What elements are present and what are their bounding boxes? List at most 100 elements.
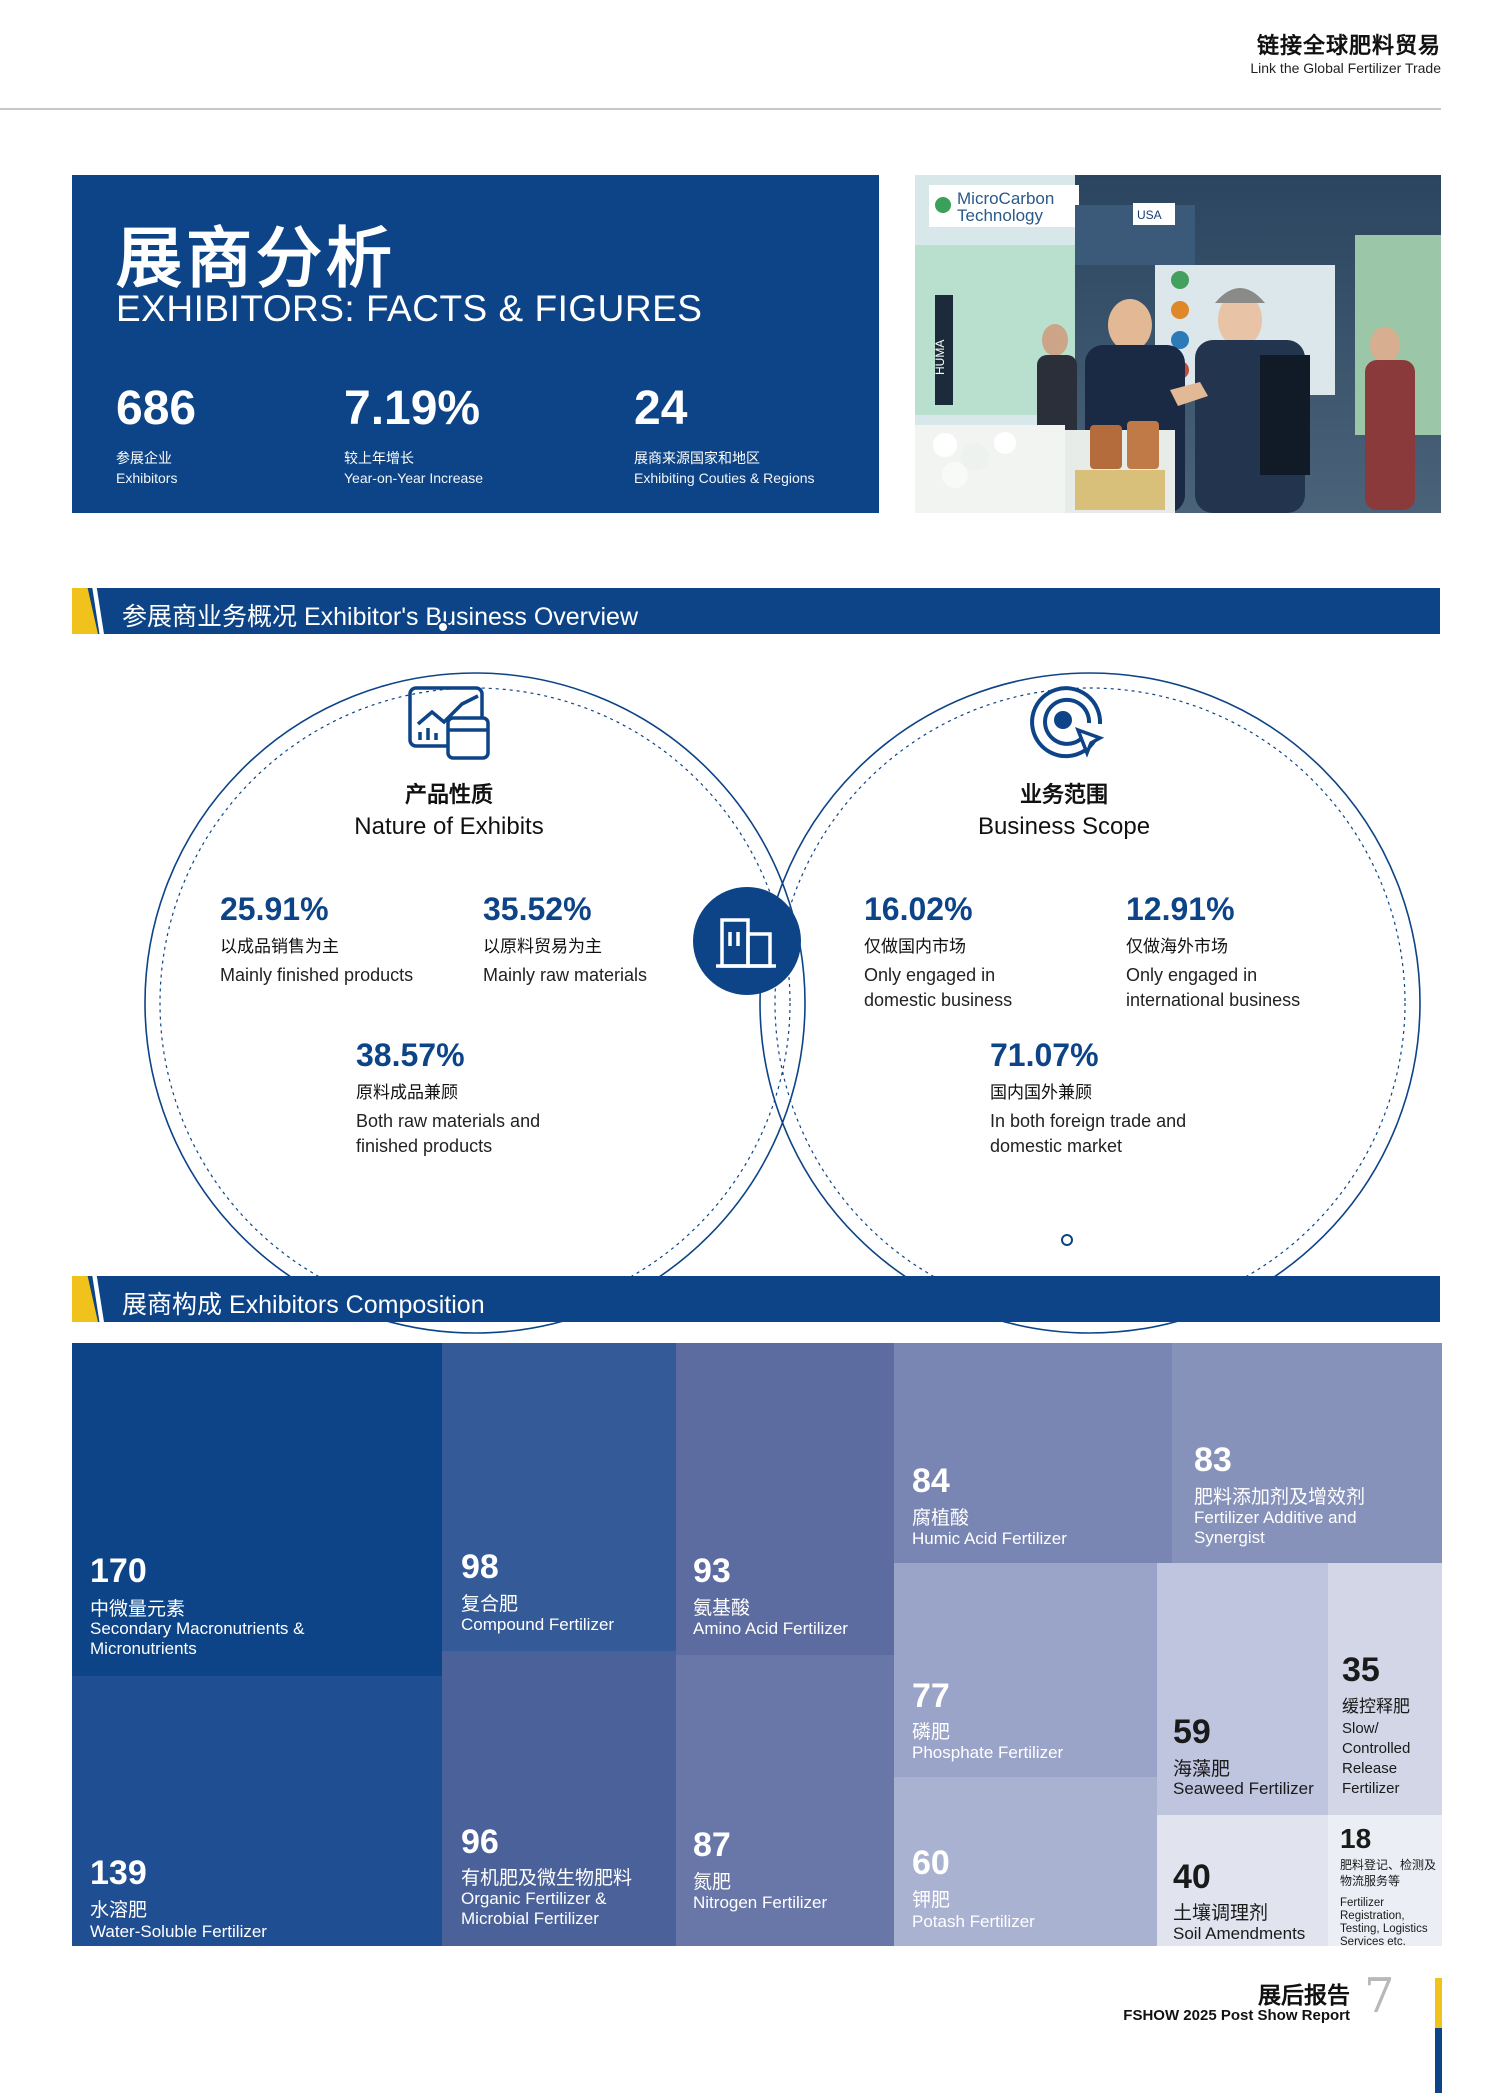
- left-title-cn: 产品性质: [404, 782, 493, 807]
- cell-label-cn: 钾肥: [912, 1890, 951, 1911]
- cell-value: 93: [693, 1552, 731, 1590]
- cell-value: 60: [912, 1844, 950, 1882]
- cell-label-en: Phosphate Fertilizer: [912, 1743, 1064, 1762]
- hero-stat-value: 7.19%: [344, 382, 481, 435]
- photo-sign-line2: Technology: [957, 206, 1044, 225]
- right-outer-ring: [759, 672, 1421, 1334]
- cell-value: 35: [1342, 1651, 1380, 1689]
- cell-label-cn: 腐植酸: [912, 1508, 970, 1529]
- treemap-cell-water-soluble: 139 水溶肥 Water-Soluble Fertilizer: [72, 1676, 442, 1946]
- header-title-en: Link the Global Fertilizer Trade: [1250, 60, 1441, 76]
- section-title: 展商构成 Exhibitors Composition: [122, 1291, 485, 1319]
- stat-en: Mainly raw materials: [483, 965, 648, 985]
- stat-cn: 国内国外兼顾: [990, 1083, 1092, 1102]
- stat-pct: 12.91%: [1126, 891, 1235, 927]
- right-title-en: Business Scope: [977, 813, 1151, 840]
- cell-label-cn: 磷肥: [912, 1722, 951, 1743]
- photo-flag-tag: USA: [1137, 208, 1162, 222]
- right-title-cn: 业务范围: [1019, 782, 1108, 807]
- photo-illustration: MicroCarbon Technology HUMA USA: [915, 175, 1441, 513]
- footer-title-cn: 展后报告: [1258, 1982, 1350, 2008]
- hero-stat-label-cn: 参展企业: [116, 450, 172, 466]
- cell-label-en: Secondary Macronutrients & Micronutrient…: [90, 1619, 305, 1658]
- cell-label-cn: 氨基酸: [693, 1598, 751, 1619]
- hero-stat-label-en: Exhibiting Couties & Regions: [634, 470, 815, 486]
- treemap-cell-phosphate: 77 磷肥 Phosphate Fertilizer: [894, 1563, 1157, 1777]
- hero-stat-label-cn: 较上年增长: [344, 450, 414, 466]
- cell-label-cn: 肥料登记、检测及物流服务等: [1340, 1858, 1437, 1888]
- stat-raw-materials: 35.52% 以原料贸易为主 Mainly raw materials: [483, 893, 713, 988]
- stat-pct: 25.91%: [220, 891, 329, 927]
- cell-label-en: Fertilizer Additive and Synergist: [1194, 1508, 1357, 1547]
- chart-icon: [408, 686, 490, 760]
- cell-label-en: Soil Amendments: [1173, 1924, 1306, 1943]
- treemap-cell-secondary-macronutrients: 170 中微量元素 Secondary Macronutrients & Mic…: [72, 1343, 442, 1676]
- left-title-en: Nature of Exhibits: [354, 813, 544, 840]
- section-bar-exhibitors-composition: 展商构成 Exhibitors Composition: [72, 1276, 1440, 1322]
- left-outer-ring: [144, 672, 806, 1334]
- stat-international-only: 12.91% 仅做海外市场 Only engaged in internatio…: [1126, 893, 1326, 1013]
- hero-stat-label-en: Exhibitors: [116, 470, 178, 486]
- treemap-cell-nitrogen: 87 氮肥 Nitrogen Fertilizer: [676, 1655, 894, 1946]
- section-bar-business-overview: 参展商业务概况 Exhibitor's Business Overview: [72, 588, 1440, 634]
- cell-label-cn: 有机肥及微生物肥料: [461, 1868, 633, 1889]
- header-title-cn: 链接全球肥料贸易: [1256, 33, 1441, 58]
- cell-label-cn: 土壤调理剂: [1173, 1903, 1269, 1924]
- cell-label-cn: 肥料添加剂及增效剂: [1194, 1487, 1366, 1508]
- hero-stat-label-en: Year-on-Year Increase: [344, 470, 484, 486]
- stat-cn: 以成品销售为主: [220, 937, 339, 956]
- stat-both-markets: 71.07% 国内国外兼顾 In both foreign trade and …: [990, 1039, 1220, 1159]
- stat-pct: 35.52%: [483, 891, 592, 927]
- photo-sign-line1: MicroCarbon: [957, 189, 1054, 208]
- exhibition-photo: MicroCarbon Technology HUMA USA: [915, 175, 1441, 513]
- stat-both-materials: 38.57% 原料成品兼顾 Both raw materials and fin…: [356, 1039, 576, 1159]
- cell-label-en: Water-Soluble Fertilizer: [90, 1922, 267, 1941]
- cell-value: 98: [461, 1548, 499, 1586]
- treemap-cell-fertilizer-additive: 83 肥料添加剂及增效剂 Fertilizer Additive and Syn…: [1172, 1343, 1442, 1563]
- photo-booth-tag: HUMA: [933, 340, 947, 375]
- stat-en: Both raw materials and finished products: [356, 1111, 541, 1156]
- stat-cn: 以原料贸易为主: [483, 937, 602, 956]
- cell-label-en: Nitrogen Fertilizer: [693, 1893, 828, 1912]
- stat-en: Mainly finished products: [220, 965, 414, 985]
- treemap-cell-potash: 60 钾肥 Potash Fertilizer: [894, 1777, 1157, 1946]
- building-icon: [693, 887, 801, 995]
- page-number: 7: [1364, 1968, 1395, 2024]
- hero-stat-exhibitors: 686 参展企业 Exhibitors: [116, 382, 197, 487]
- cell-label-en: Humic Acid Fertilizer: [912, 1529, 1067, 1548]
- hero-title-en: EXHIBITORS: FACTS & FIGURES: [116, 288, 703, 329]
- ring-dot-top: [437, 621, 449, 633]
- stat-pct: 16.02%: [864, 891, 973, 927]
- cell-label-cn: 中微量元素: [90, 1599, 186, 1620]
- cell-value: 87: [693, 1826, 731, 1864]
- hero-stat-growth: 7.19% 较上年增长 Year-on-Year Increase: [344, 382, 484, 487]
- cell-value: 170: [90, 1552, 147, 1590]
- cell-value: 84: [912, 1462, 950, 1500]
- target-icon: [1030, 686, 1105, 759]
- cell-value: 18: [1340, 1823, 1372, 1854]
- header-divider: [0, 108, 1441, 110]
- stat-pct: 71.07%: [990, 1037, 1099, 1073]
- hero-stat-value: 24: [634, 382, 688, 435]
- treemap-cell-compound: 98 复合肥 Compound Fertilizer: [442, 1343, 676, 1651]
- cell-value: 83: [1194, 1441, 1232, 1479]
- cell-value: 96: [461, 1823, 499, 1861]
- stat-en: In both foreign trade and domestic marke…: [990, 1111, 1187, 1156]
- hero-stat-value: 686: [116, 382, 197, 435]
- treemap-cell-humic-acid: 84 腐植酸 Humic Acid Fertilizer: [894, 1343, 1172, 1563]
- cell-label-cn: 氮肥: [693, 1872, 732, 1893]
- treemap-cell-amino-acid: 93 氨基酸 Amino Acid Fertilizer: [676, 1343, 894, 1655]
- cell-value: 139: [90, 1854, 147, 1892]
- left-circle-title: 产品性质 Nature of Exhibits: [289, 777, 609, 841]
- stat-domestic-only: 16.02% 仅做国内市场 Only engaged in domestic b…: [864, 893, 1044, 1013]
- cell-label-en: Organic Fertilizer & Microbial Fertilize…: [461, 1889, 607, 1928]
- cell-label-en: Potash Fertilizer: [912, 1912, 1035, 1931]
- cell-label-en: Seaweed Fertilizer: [1173, 1779, 1314, 1798]
- cell-value: 77: [912, 1677, 950, 1715]
- exhibitors-treemap: 170 中微量元素 Secondary Macronutrients & Mic…: [72, 1343, 1442, 1946]
- cell-label-en: Compound Fertilizer: [461, 1615, 615, 1634]
- treemap-cell-services: 18 肥料登记、检测及物流服务等 Fertilizer Registration…: [1328, 1815, 1442, 1946]
- cell-label-cn: 缓控释肥: [1342, 1697, 1410, 1716]
- cell-label-cn: 水溶肥: [90, 1900, 148, 1921]
- treemap-cell-soil-amendments: 40 土壤调理剂 Soil Amendments: [1157, 1815, 1328, 1946]
